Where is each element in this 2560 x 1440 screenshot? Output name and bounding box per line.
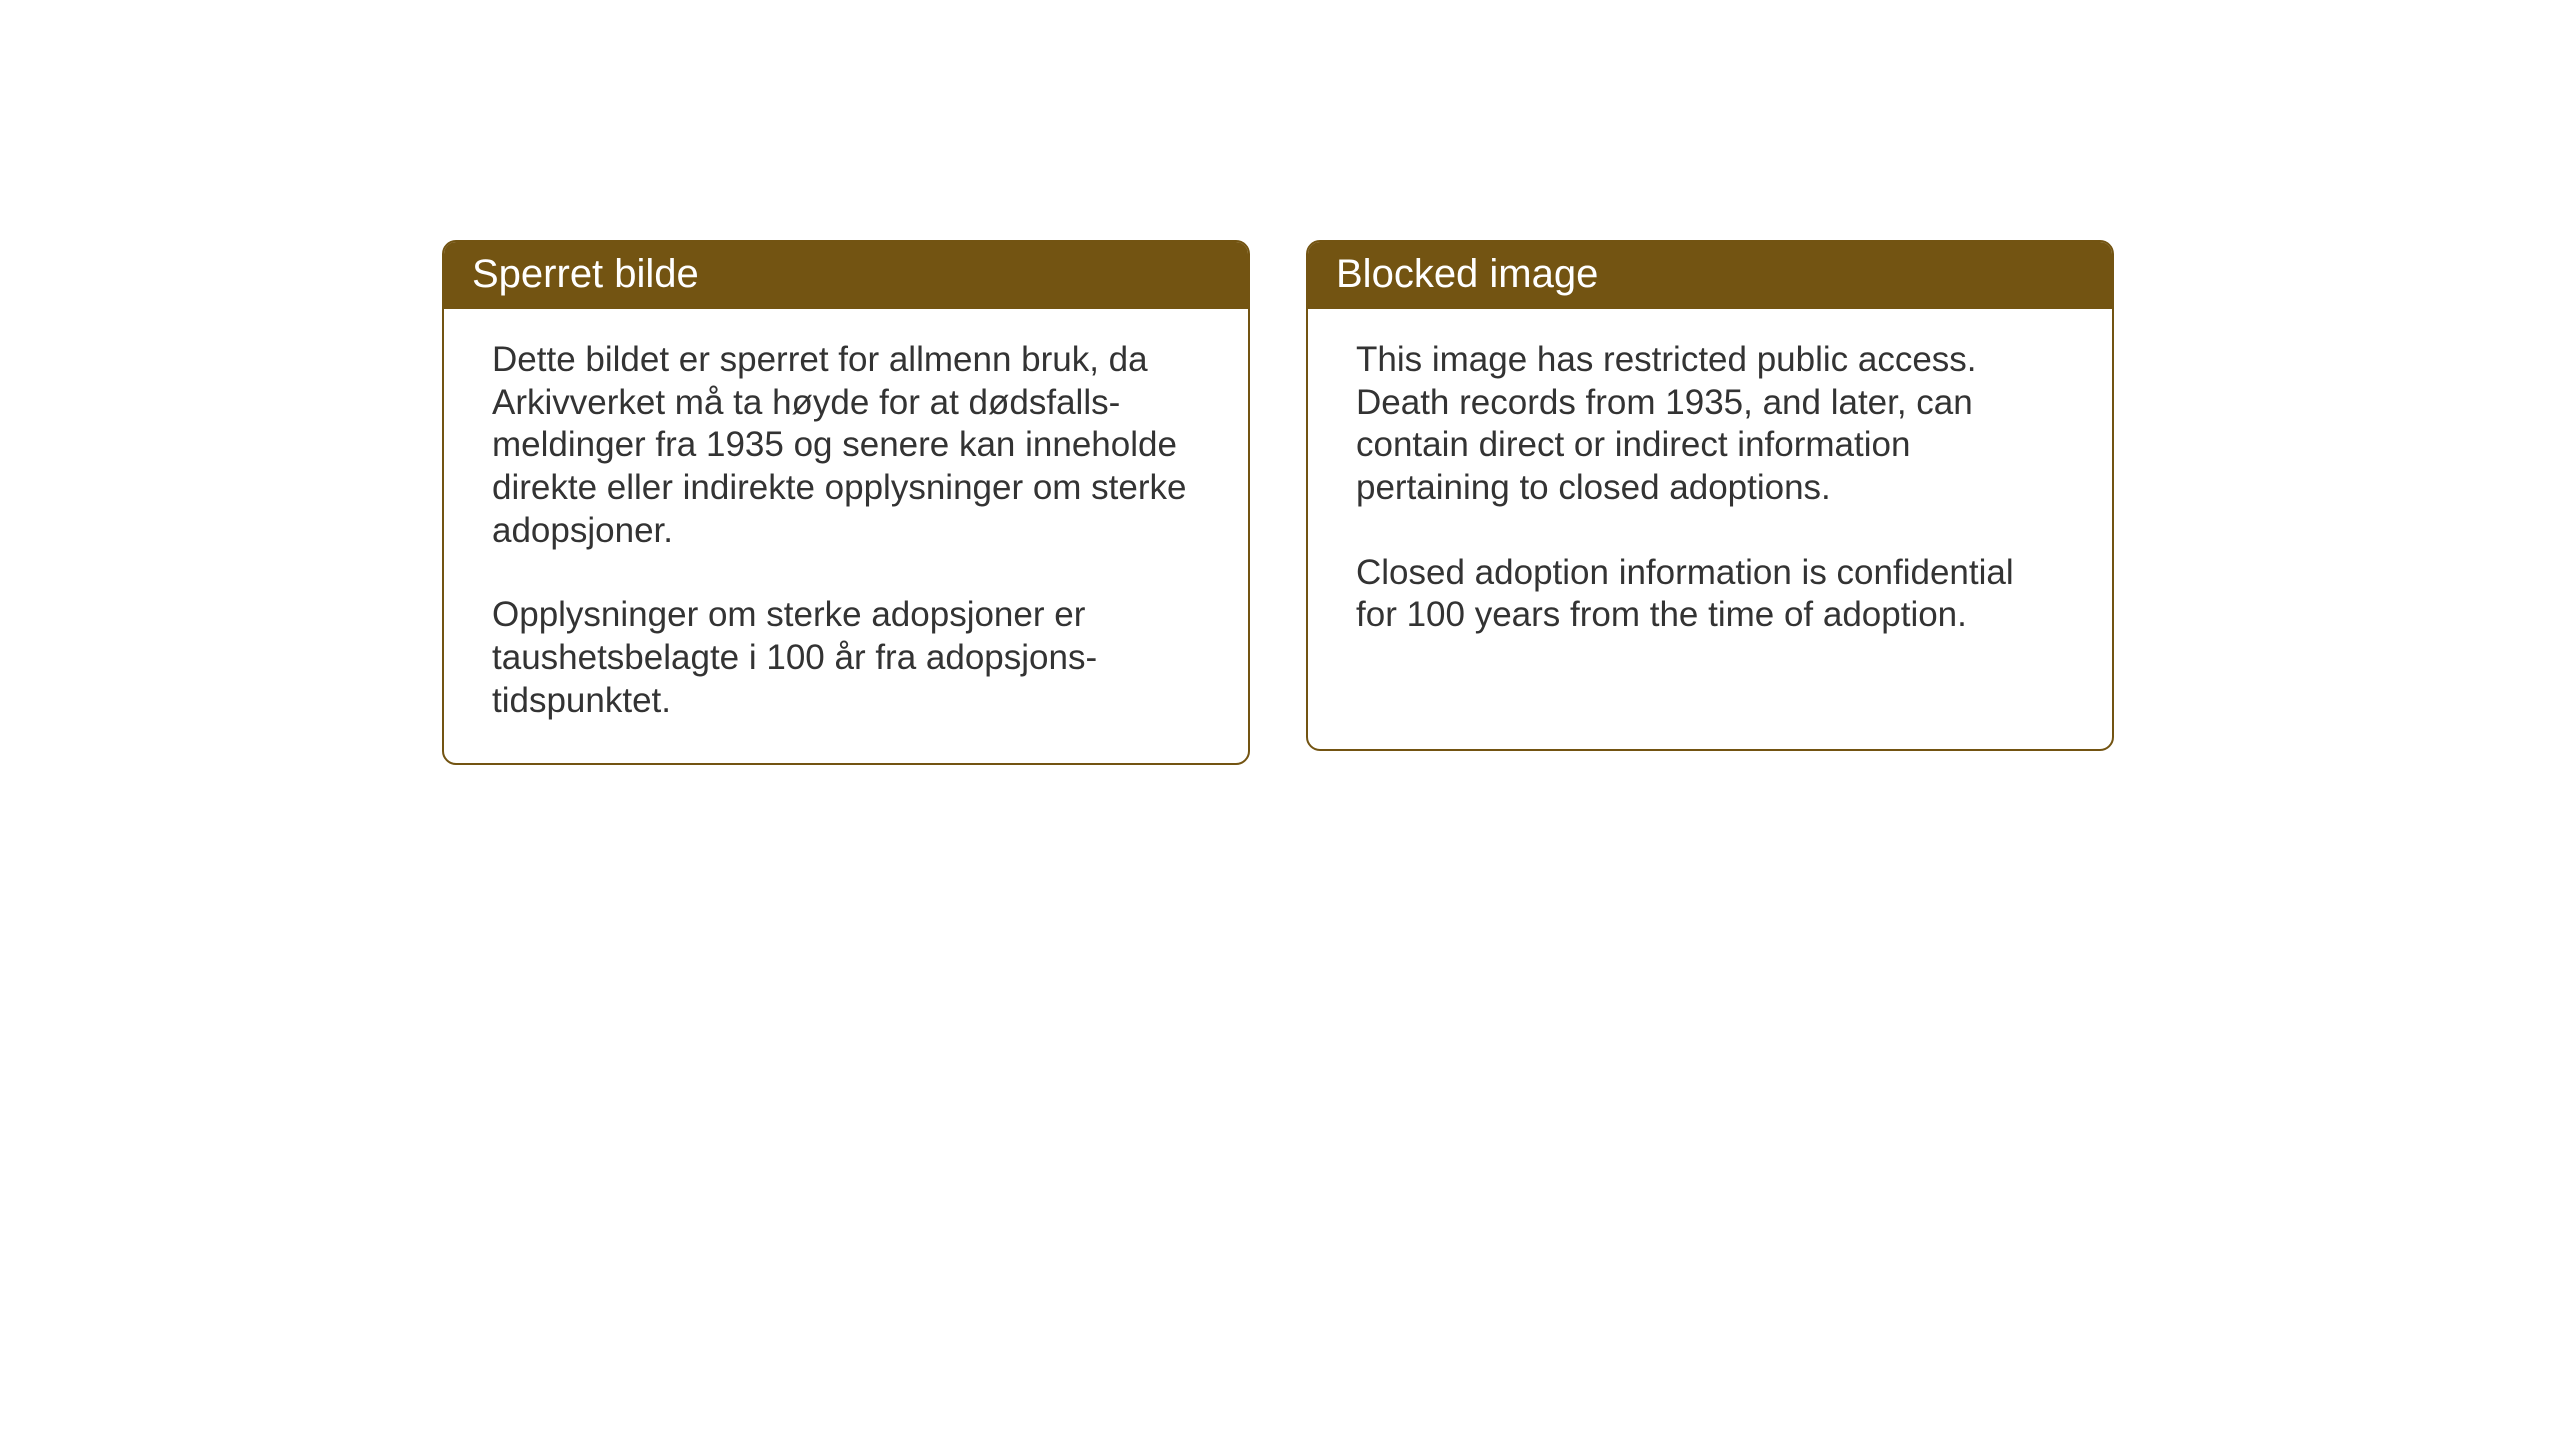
paragraph-norwegian-1: Dette bildet er sperret for allmenn bruk… [492,339,1200,552]
panel-english: Blocked image This image has restricted … [1306,240,2114,751]
panel-header-norwegian: Sperret bilde [444,242,1248,309]
panel-header-english: Blocked image [1308,242,2112,309]
notice-container: Sperret bilde Dette bildet er sperret fo… [442,240,2114,765]
paragraph-norwegian-2: Opplysninger om sterke adopsjoner er tau… [492,594,1200,722]
panel-title-norwegian: Sperret bilde [472,252,699,296]
paragraph-english-1: This image has restricted public access.… [1356,339,2064,510]
panel-body-english: This image has restricted public access.… [1308,309,2112,677]
panel-norwegian: Sperret bilde Dette bildet er sperret fo… [442,240,1250,765]
panel-title-english: Blocked image [1336,252,1598,296]
panel-body-norwegian: Dette bildet er sperret for allmenn bruk… [444,309,1248,763]
paragraph-english-2: Closed adoption information is confident… [1356,552,2064,637]
